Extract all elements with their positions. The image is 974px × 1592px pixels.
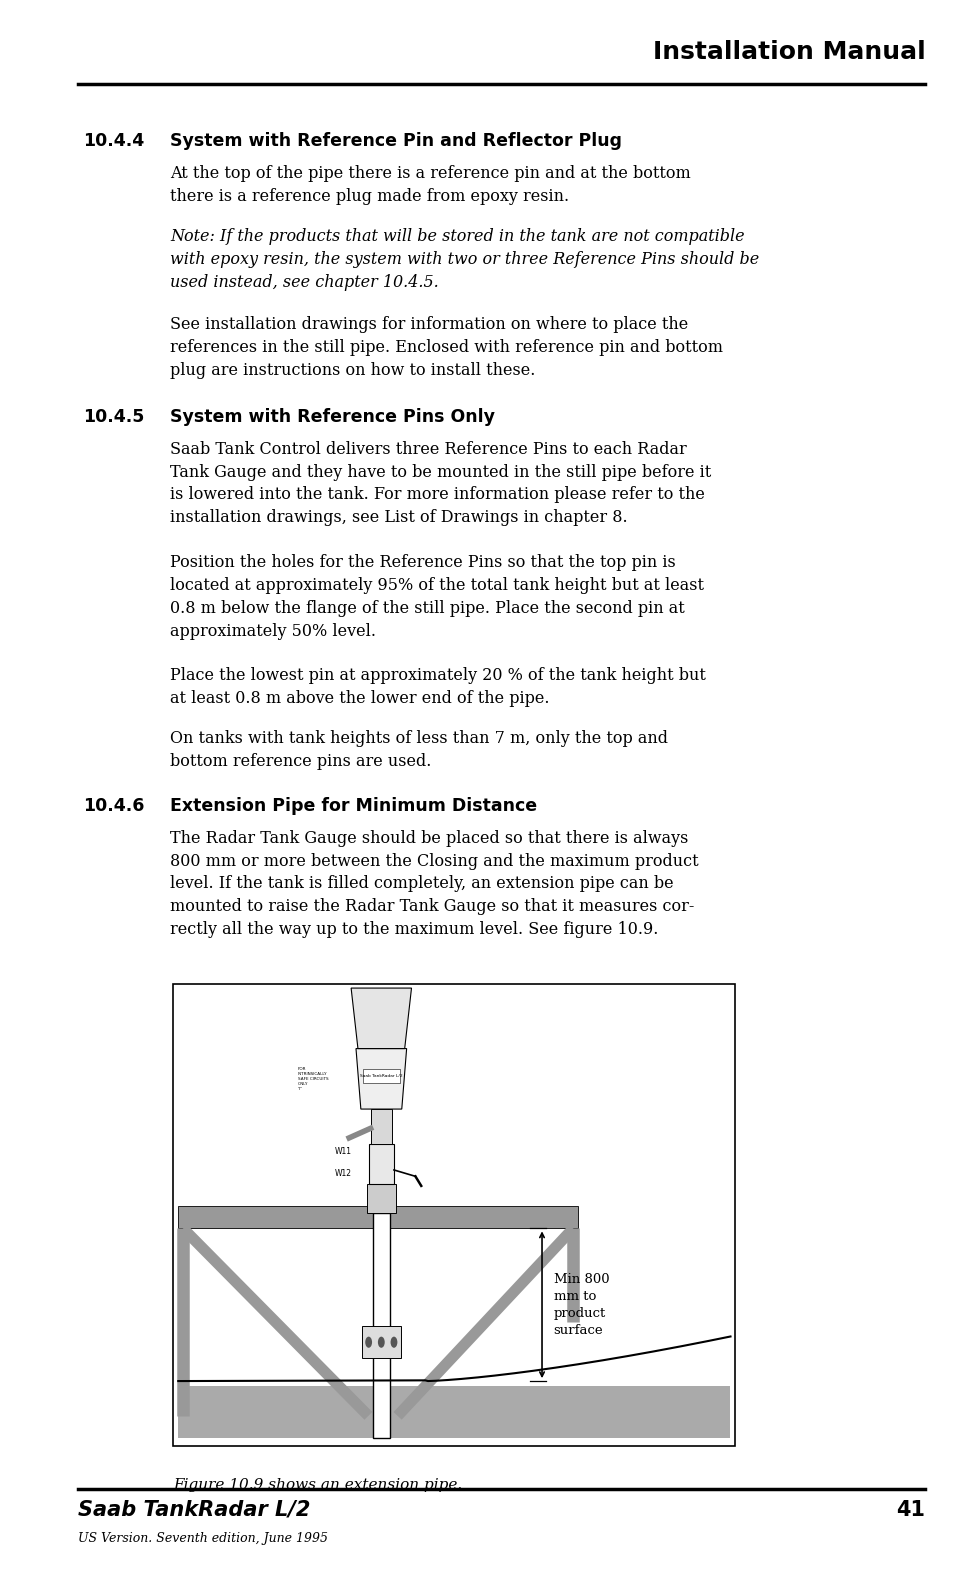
Bar xyxy=(173,984,735,1446)
Bar xyxy=(373,1213,390,1438)
Text: At the top of the pipe there is a reference pin and at the bottom
there is a ref: At the top of the pipe there is a refere… xyxy=(170,166,692,205)
Bar xyxy=(362,1068,399,1083)
Text: FOR
INTRINSICALLY
SAFE CIRCUITS
ONLY
"i": FOR INTRINSICALLY SAFE CIRCUITS ONLY "i" xyxy=(297,1067,328,1091)
Bar xyxy=(361,1326,400,1358)
Bar xyxy=(370,1110,392,1145)
Text: Saab Tank Control delivers three Reference Pins to each Radar
Tank Gauge and the: Saab Tank Control delivers three Referen… xyxy=(170,441,712,527)
Bar xyxy=(366,1184,395,1213)
Text: The Radar Tank Gauge should be placed so that there is always
800 mm or more bet: The Radar Tank Gauge should be placed so… xyxy=(170,829,699,938)
Text: Figure 10.9 shows an extension pipe.: Figure 10.9 shows an extension pipe. xyxy=(173,1477,463,1492)
Bar xyxy=(178,1387,730,1438)
Text: Saab TankRadar L/2: Saab TankRadar L/2 xyxy=(78,1500,311,1520)
Text: Place the lowest pin at approximately 20 % of the tank height but
at least 0.8 m: Place the lowest pin at approximately 20… xyxy=(170,667,706,707)
Polygon shape xyxy=(356,1049,406,1110)
Text: System with Reference Pins Only: System with Reference Pins Only xyxy=(170,408,496,425)
Text: Extension Pipe for Minimum Distance: Extension Pipe for Minimum Distance xyxy=(170,796,538,815)
Text: Note: If the products that will be stored in the tank are not compatible
with ep: Note: If the products that will be store… xyxy=(170,228,760,291)
Text: Min 800
mm to
product
surface: Min 800 mm to product surface xyxy=(553,1272,610,1337)
Text: Saab TankRadar L/2: Saab TankRadar L/2 xyxy=(360,1073,402,1078)
Text: System with Reference Pin and Reflector Plug: System with Reference Pin and Reflector … xyxy=(170,132,622,150)
Text: 41: 41 xyxy=(896,1500,925,1520)
Text: 10.4.6: 10.4.6 xyxy=(83,796,144,815)
Polygon shape xyxy=(351,989,411,1049)
Circle shape xyxy=(391,1337,397,1348)
Circle shape xyxy=(378,1337,385,1348)
Bar xyxy=(368,1145,393,1184)
Circle shape xyxy=(365,1337,372,1348)
Text: W12: W12 xyxy=(334,1170,352,1178)
Text: See installation drawings for information on where to place the
references in th: See installation drawings for informatio… xyxy=(170,317,724,379)
Text: Installation Manual: Installation Manual xyxy=(653,40,925,64)
Text: W11: W11 xyxy=(334,1146,352,1156)
Text: Position the holes for the Reference Pins so that the top pin is
located at appr: Position the holes for the Reference Pin… xyxy=(170,554,704,640)
Text: US Version. Seventh edition, June 1995: US Version. Seventh edition, June 1995 xyxy=(78,1532,328,1544)
Text: 10.4.4: 10.4.4 xyxy=(83,132,144,150)
Bar xyxy=(178,1207,578,1229)
Text: On tanks with tank heights of less than 7 m, only the top and
bottom reference p: On tanks with tank heights of less than … xyxy=(170,731,668,771)
Text: 10.4.5: 10.4.5 xyxy=(83,408,144,425)
